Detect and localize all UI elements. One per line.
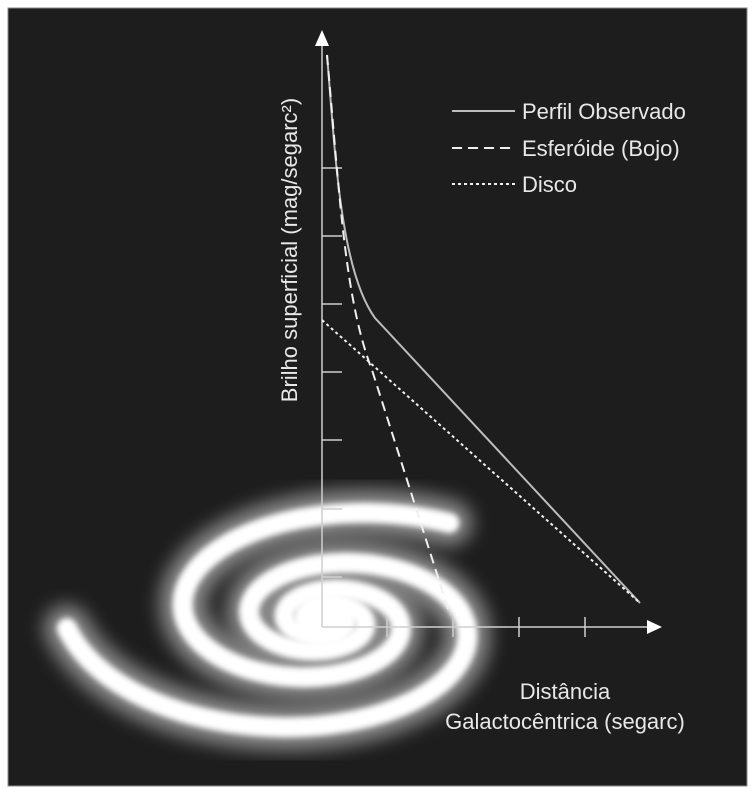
galaxy-core — [303, 608, 347, 632]
y-arrow — [315, 30, 329, 46]
y-axis-label: Brilho superficial (mag/segarc²) — [277, 98, 302, 402]
x-axis-label: Galactocêntrica (segarc) — [445, 709, 685, 734]
spiral-galaxy — [43, 489, 491, 751]
legend-label: Disco — [522, 172, 577, 197]
disk-profile — [321, 319, 641, 604]
legend: Perfil Observado Esferóide (Bojo) Disco — [452, 99, 686, 197]
x-axis-label: Distância — [520, 679, 611, 704]
legend-label: Perfil Observado — [522, 99, 686, 124]
axes — [321, 42, 650, 637]
x-ticks — [386, 617, 586, 637]
legend-label: Esferóide (Bojo) — [522, 136, 680, 161]
bulge-profile — [326, 54, 451, 616]
y-ticks — [322, 167, 342, 578]
x-arrow — [647, 620, 662, 634]
